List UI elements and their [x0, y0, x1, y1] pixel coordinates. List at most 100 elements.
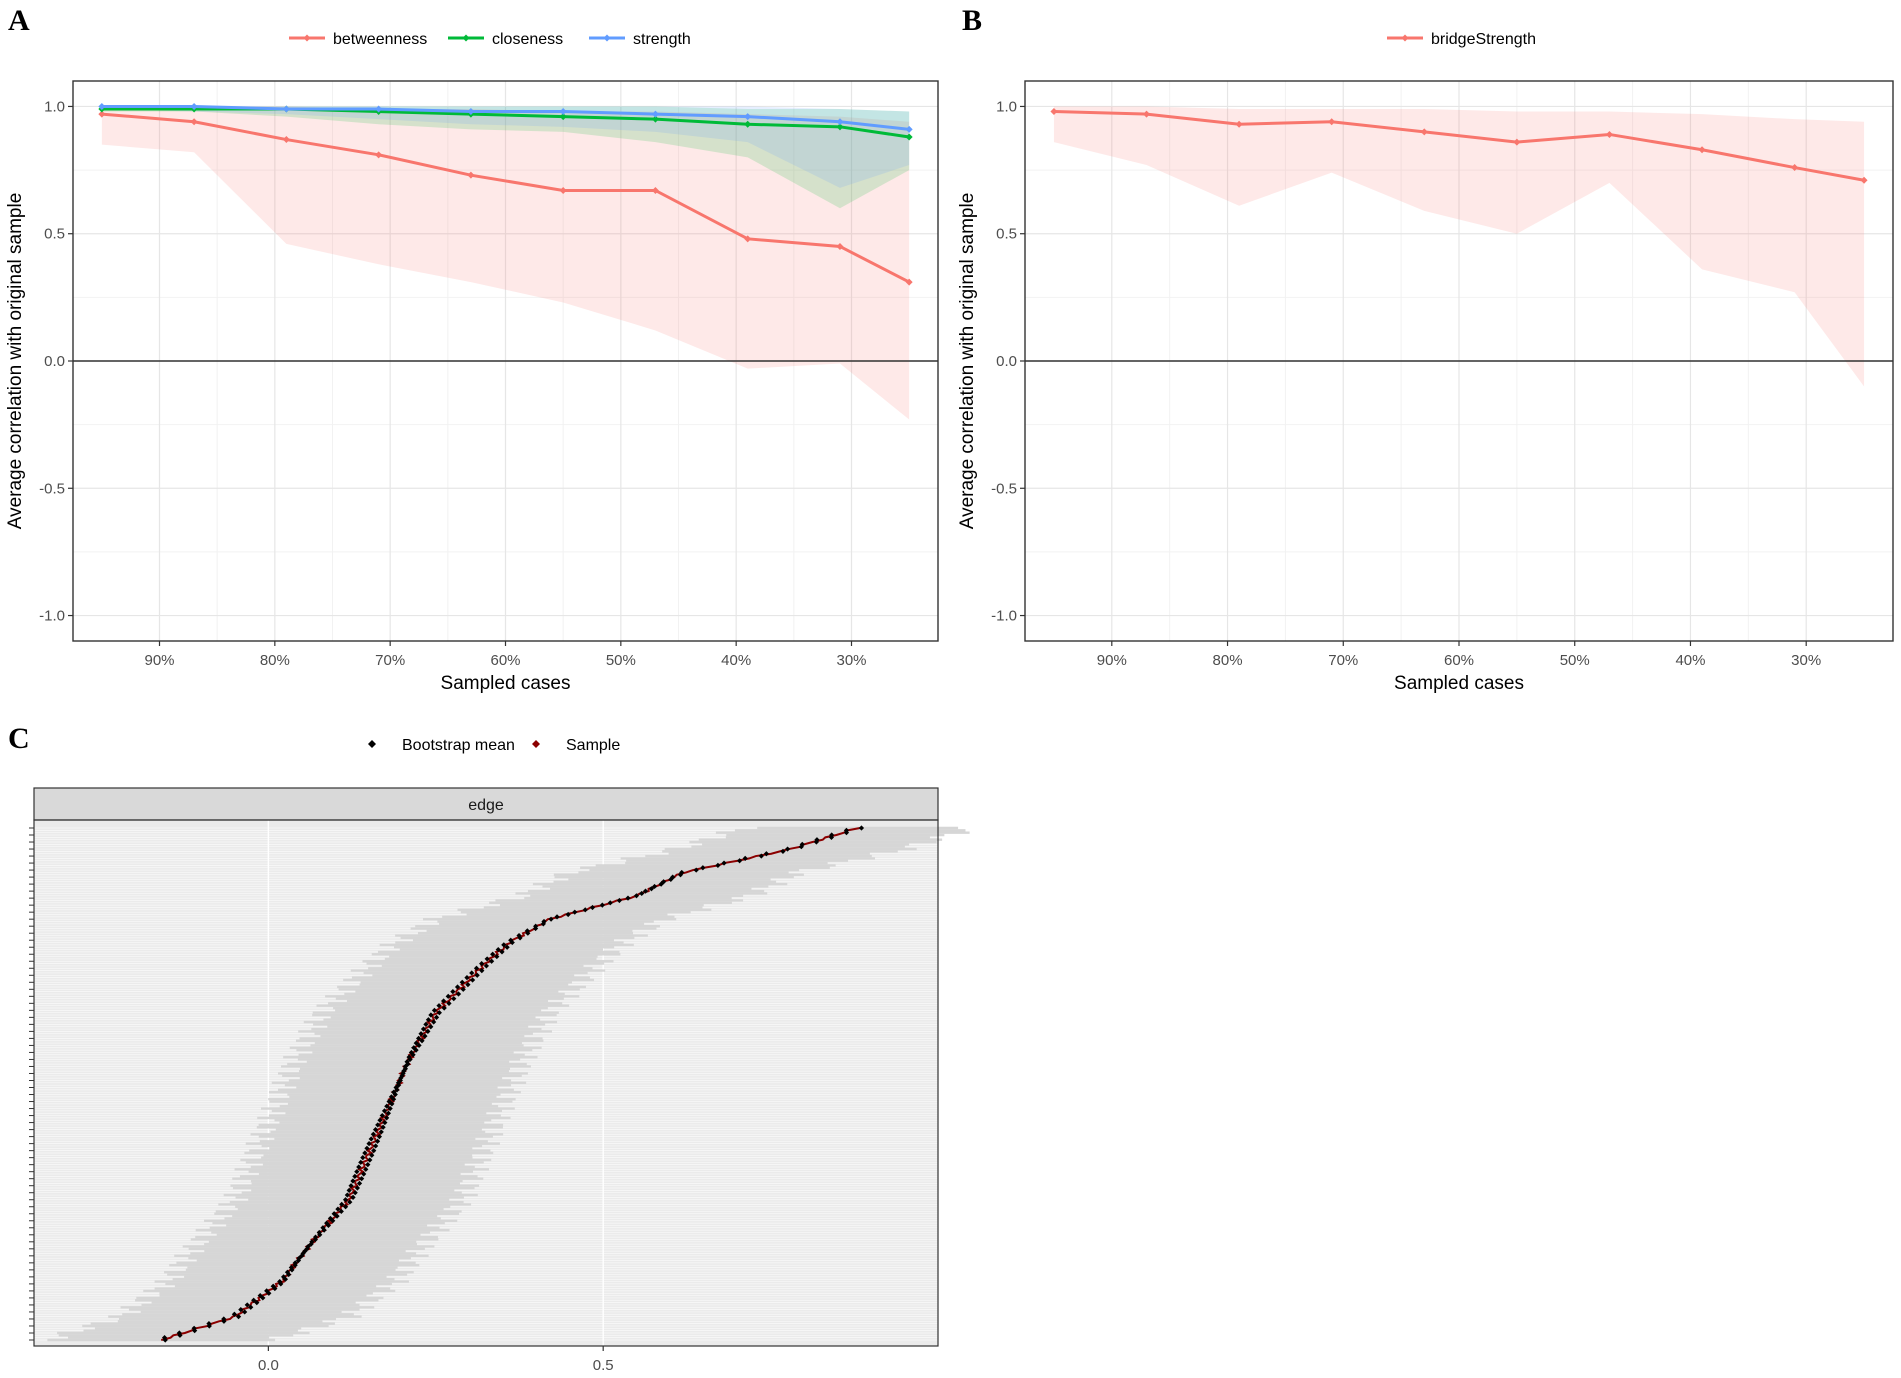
bootstrap-mean-point: [191, 1325, 197, 1331]
bootstrap-mean-point: [221, 1316, 227, 1322]
bootstrap-mean-point: [286, 1271, 292, 1278]
point-closeness: [559, 113, 567, 121]
point-closeness: [651, 115, 659, 123]
bootstrap-mean-point: [517, 935, 523, 941]
point-strength: [651, 110, 659, 118]
y-tick-label: 0.5: [996, 226, 1017, 243]
bootstrap-mean-point: [327, 1215, 334, 1222]
bootstrap-mean-point: [376, 1134, 383, 1140]
bootstrap-mean-point: [257, 1292, 263, 1299]
bootstrap-mean-point: [843, 827, 850, 833]
x-axis-title: Sampled cases: [441, 673, 571, 694]
bootstrap-mean-point: [490, 951, 496, 957]
y-axis-title: Average correlation with original sample: [5, 193, 26, 530]
line-strength: [101, 104, 910, 131]
legend-item-betweenness: betweenness: [289, 31, 427, 48]
bootstrap-mean-point: [416, 1035, 422, 1042]
y-tick-label: 0.5: [44, 226, 65, 243]
bootstrap-mean-point: [504, 944, 510, 950]
point-closeness: [836, 123, 844, 131]
bootstrap-mean-point: [161, 1335, 168, 1341]
facet-strip-label: edge: [468, 797, 504, 814]
bootstrap-mean-point: [363, 1166, 369, 1172]
bootstrap-mean-point: [354, 1169, 360, 1175]
bootstrap-mean-point: [742, 855, 748, 861]
bootstrap-mean-point: [278, 1281, 284, 1287]
point-betweenness: [375, 151, 383, 159]
y-tick-label: -1.0: [991, 608, 1017, 625]
line-betweenness: [101, 112, 910, 284]
bootstrap-mean-point: [406, 1054, 412, 1060]
bootstrap-mean-point: [309, 1239, 315, 1245]
bootstrap-mean-point: [524, 928, 530, 934]
bootstrap-mean-point: [350, 1178, 356, 1184]
bootstrap-mean-point: [465, 982, 471, 988]
legend-item-closeness: closeness: [448, 31, 563, 48]
bootstrap-mean-point: [700, 865, 706, 871]
bootstrap-mean-point: [266, 1290, 272, 1296]
bootstrap-mean-point: [277, 1278, 283, 1285]
bootstrap-mean-point: [206, 1321, 212, 1327]
bootstrap-mean-point: [354, 1185, 360, 1191]
bootstrap-mean-point: [572, 909, 578, 915]
x-tick-label: 90%: [1097, 652, 1127, 669]
bootstrap-mean-point: [633, 893, 640, 899]
bootstrap-mean-point: [270, 1283, 276, 1289]
bootstrap-mean-point: [362, 1150, 368, 1156]
legend-label: Bootstrap mean: [402, 737, 515, 754]
point-strength: [744, 113, 752, 121]
bootstrap-mean-point: [394, 1087, 400, 1093]
bootstrap-mean-point: [254, 1299, 260, 1306]
bootstrap-mean-point: [489, 958, 495, 964]
bootstrap-mean-point: [360, 1155, 366, 1161]
bootstrap-mean-point: [335, 1206, 341, 1212]
point-betweenness: [836, 242, 844, 250]
bootstrap-mean-point: [554, 914, 560, 920]
bootstrap-mean-point: [499, 949, 505, 955]
bootstrap-mean-point: [798, 844, 804, 850]
bootstrap-mean-point: [260, 1295, 266, 1301]
bootstrap-mean-point: [494, 953, 500, 960]
bootstrap-mean-point: [398, 1075, 404, 1081]
bootstrap-mean-point: [284, 1269, 291, 1275]
bootstrap-mean-point: [454, 984, 461, 990]
x-tick-label: 70%: [1328, 652, 1358, 669]
bootstrap-mean-point: [616, 897, 622, 904]
point-betweenness: [190, 118, 198, 126]
x-axis-title: Sampled cases: [1394, 673, 1524, 694]
bootstrap-mean-point: [479, 968, 485, 974]
bootstrap-mean-point: [460, 986, 466, 992]
point-bridgeStrength: [1235, 120, 1243, 128]
x-tick-label: 40%: [721, 652, 751, 669]
y-tick-label: 1.0: [996, 98, 1017, 115]
bootstrap-mean-point: [356, 1180, 363, 1186]
bootstrap-mean-point: [418, 1031, 424, 1037]
bootstrap-mean-point: [369, 1152, 375, 1158]
point-bridgeStrength: [1605, 130, 1613, 138]
bootstrap-mean-point: [737, 858, 743, 864]
point-betweenness: [651, 186, 659, 194]
point-betweenness: [905, 278, 913, 286]
point-bridgeStrength: [1698, 146, 1706, 154]
bootstrap-mean-point: [244, 1302, 250, 1308]
bootstrap-mean-point: [251, 1297, 257, 1303]
bootstrap-mean-point: [370, 1131, 376, 1137]
bootstrap-mean-point: [651, 883, 658, 890]
bootstrap-mean-point: [316, 1229, 322, 1236]
bootstrap-mean-point: [501, 942, 507, 948]
bootstrap-mean-point: [829, 832, 835, 838]
bootstrap-mean-point: [372, 1126, 379, 1133]
bootstrap-mean-point: [565, 911, 571, 918]
panel-border: [33, 819, 939, 1347]
x-tick-label: 30%: [1791, 652, 1821, 669]
bootstrap-mean-point: [431, 1019, 437, 1025]
bootstrap-mean-point: [450, 989, 456, 995]
bootstrap-mean-point: [455, 991, 462, 997]
bootstrap-mean-point: [389, 1101, 395, 1107]
point-strength: [905, 125, 913, 133]
y-tick-label: -1.0: [39, 608, 65, 625]
point-betweenness: [744, 235, 752, 243]
bootstrap-mean-point: [242, 1309, 248, 1315]
bootstrap-mean-point: [428, 1024, 434, 1030]
bootstrap-mean-point: [292, 1260, 298, 1266]
